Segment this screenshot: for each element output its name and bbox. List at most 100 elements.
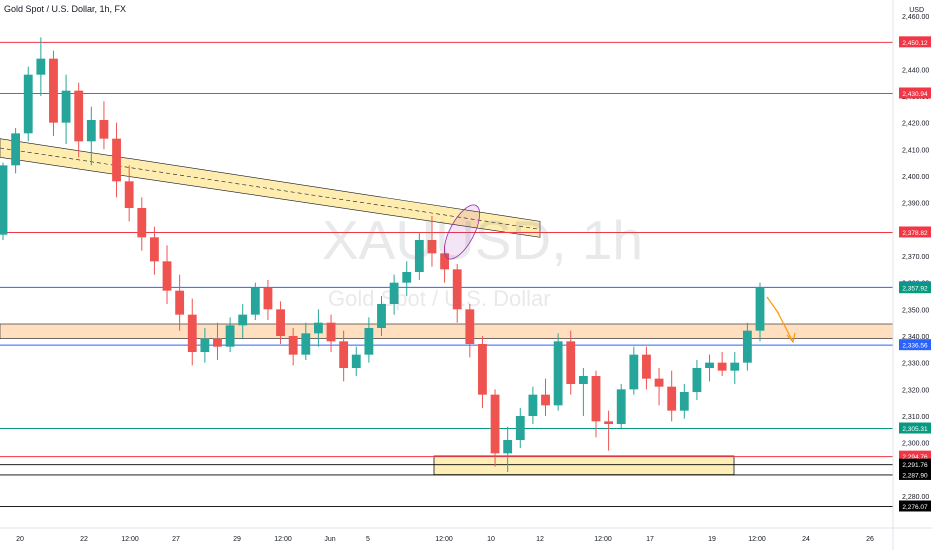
price-tick-label: 2,310.00: [902, 414, 929, 421]
time-tick-label: 12: [536, 536, 544, 543]
candlesticks: [0, 37, 765, 472]
candle-body: [11, 133, 21, 166]
time-tick-label: 12:00: [748, 536, 766, 543]
currency-label[interactable]: USD: [909, 7, 924, 14]
price-axis: 2,460.002,450.002,440.002,430.002,420.00…: [892, 0, 932, 550]
price-tick-label: 2,320.00: [902, 387, 929, 394]
time-tick-label: 19: [708, 536, 716, 543]
candle-body: [642, 354, 651, 379]
candle-body: [465, 309, 475, 344]
candle-body: [200, 338, 210, 352]
price-tick-label: 2,340.00: [902, 334, 929, 341]
candle-body: [604, 421, 614, 424]
candle-body: [137, 208, 147, 238]
highlight-ellipse: [443, 204, 481, 260]
candle-body: [377, 304, 386, 328]
time-tick-label: 24: [802, 536, 810, 543]
price-tag-label: 2,357.92: [902, 286, 928, 293]
candle-body: [276, 309, 285, 336]
candle-body: [553, 341, 563, 406]
price-tag-label: 2,305.31: [902, 426, 928, 433]
horizontal-levels: [0, 41, 893, 507]
candle-body: [238, 314, 248, 326]
time-tick-label: 27: [172, 536, 180, 543]
candle-body: [263, 288, 273, 310]
yellow-zone: [433, 455, 735, 476]
candle-body: [250, 288, 260, 315]
time-tick-label: 10: [487, 536, 495, 543]
price-tag: [899, 500, 931, 512]
candle-body: [0, 165, 8, 235]
price-tag: [899, 422, 931, 434]
candle-body: [541, 394, 550, 406]
candle-body: [162, 261, 172, 291]
candle-body: [528, 394, 538, 416]
price-tick-label: 2,370.00: [902, 254, 929, 261]
candle-body: [351, 354, 361, 368]
price-tick-label: 2,410.00: [902, 147, 929, 154]
candle-body: [213, 338, 222, 347]
annotations: [443, 204, 796, 344]
price-tick-label: 2,280.00: [902, 494, 929, 501]
candle-body: [730, 362, 740, 371]
time-tick-label: 12:00: [274, 536, 292, 543]
time-tick-label: 12:00: [594, 536, 612, 543]
candle-body: [515, 416, 525, 440]
time-tick-label: 22: [80, 536, 88, 543]
price-tag: [899, 87, 931, 99]
time-tick-label: 29: [233, 536, 241, 543]
price-tag-label: 2,336.56: [902, 343, 928, 350]
candle-body: [61, 90, 71, 123]
price-tick-label: 2,400.00: [902, 174, 929, 181]
price-tag-label: 2,450.12: [902, 40, 928, 47]
candle-body: [717, 362, 727, 371]
candle-body: [389, 282, 399, 304]
candle-body: [149, 237, 159, 262]
candle-body: [755, 288, 765, 331]
price-tag: [899, 339, 931, 351]
candle-body: [314, 322, 323, 334]
price-tag-label: 2,291.76: [902, 462, 928, 469]
price-tick-label: 2,350.00: [902, 307, 929, 314]
candle-body: [326, 322, 336, 342]
price-tag: [899, 468, 931, 480]
price-tick-label: 2,300.00: [902, 441, 929, 448]
candle-body: [36, 58, 46, 75]
candle-body: [679, 392, 689, 411]
candle-body: [692, 368, 702, 392]
time-tick-label: 17: [646, 536, 654, 543]
candle-body: [124, 181, 134, 208]
projection-arrow: [766, 296, 794, 343]
price-tick-label: 2,460.00: [902, 14, 929, 21]
candle-body: [402, 272, 412, 283]
candle-body: [705, 362, 714, 368]
price-tag: [899, 226, 931, 238]
candle-body: [629, 354, 639, 390]
candle-body: [452, 269, 462, 310]
candle-body: [503, 440, 513, 454]
trend-channel: [0, 138, 541, 238]
candle-body: [74, 90, 84, 142]
candle-body: [490, 394, 500, 454]
candle-body: [225, 325, 235, 347]
candle-body: [591, 376, 601, 422]
price-tag-label: 2,287.90: [902, 472, 928, 479]
candle-body: [175, 290, 185, 315]
candle-body: [478, 344, 487, 395]
price-tag: [899, 450, 931, 462]
candle-body: [112, 138, 121, 182]
price-tag-label: 2,276.07: [902, 504, 928, 511]
candle-body: [86, 120, 96, 142]
arrow-head: [786, 332, 796, 344]
time-axis: 20 22 12:00 27 29 12:00 Jun 5 12:00 10 12 12:00 17 19…: [0, 527, 932, 543]
candle-body: [742, 330, 752, 363]
price-tag-label: 2,294.76: [902, 454, 928, 461]
candle-body: [578, 376, 588, 384]
candle-body: [301, 333, 311, 355]
time-tick-label: Jun: [324, 536, 335, 543]
trend-channel-midline: [0, 147, 541, 230]
candle-body: [339, 341, 349, 368]
chart-title: Gold Spot / U.S. Dollar, 1h, FX: [4, 4, 127, 14]
price-tick-label: 2,420.00: [902, 121, 929, 128]
